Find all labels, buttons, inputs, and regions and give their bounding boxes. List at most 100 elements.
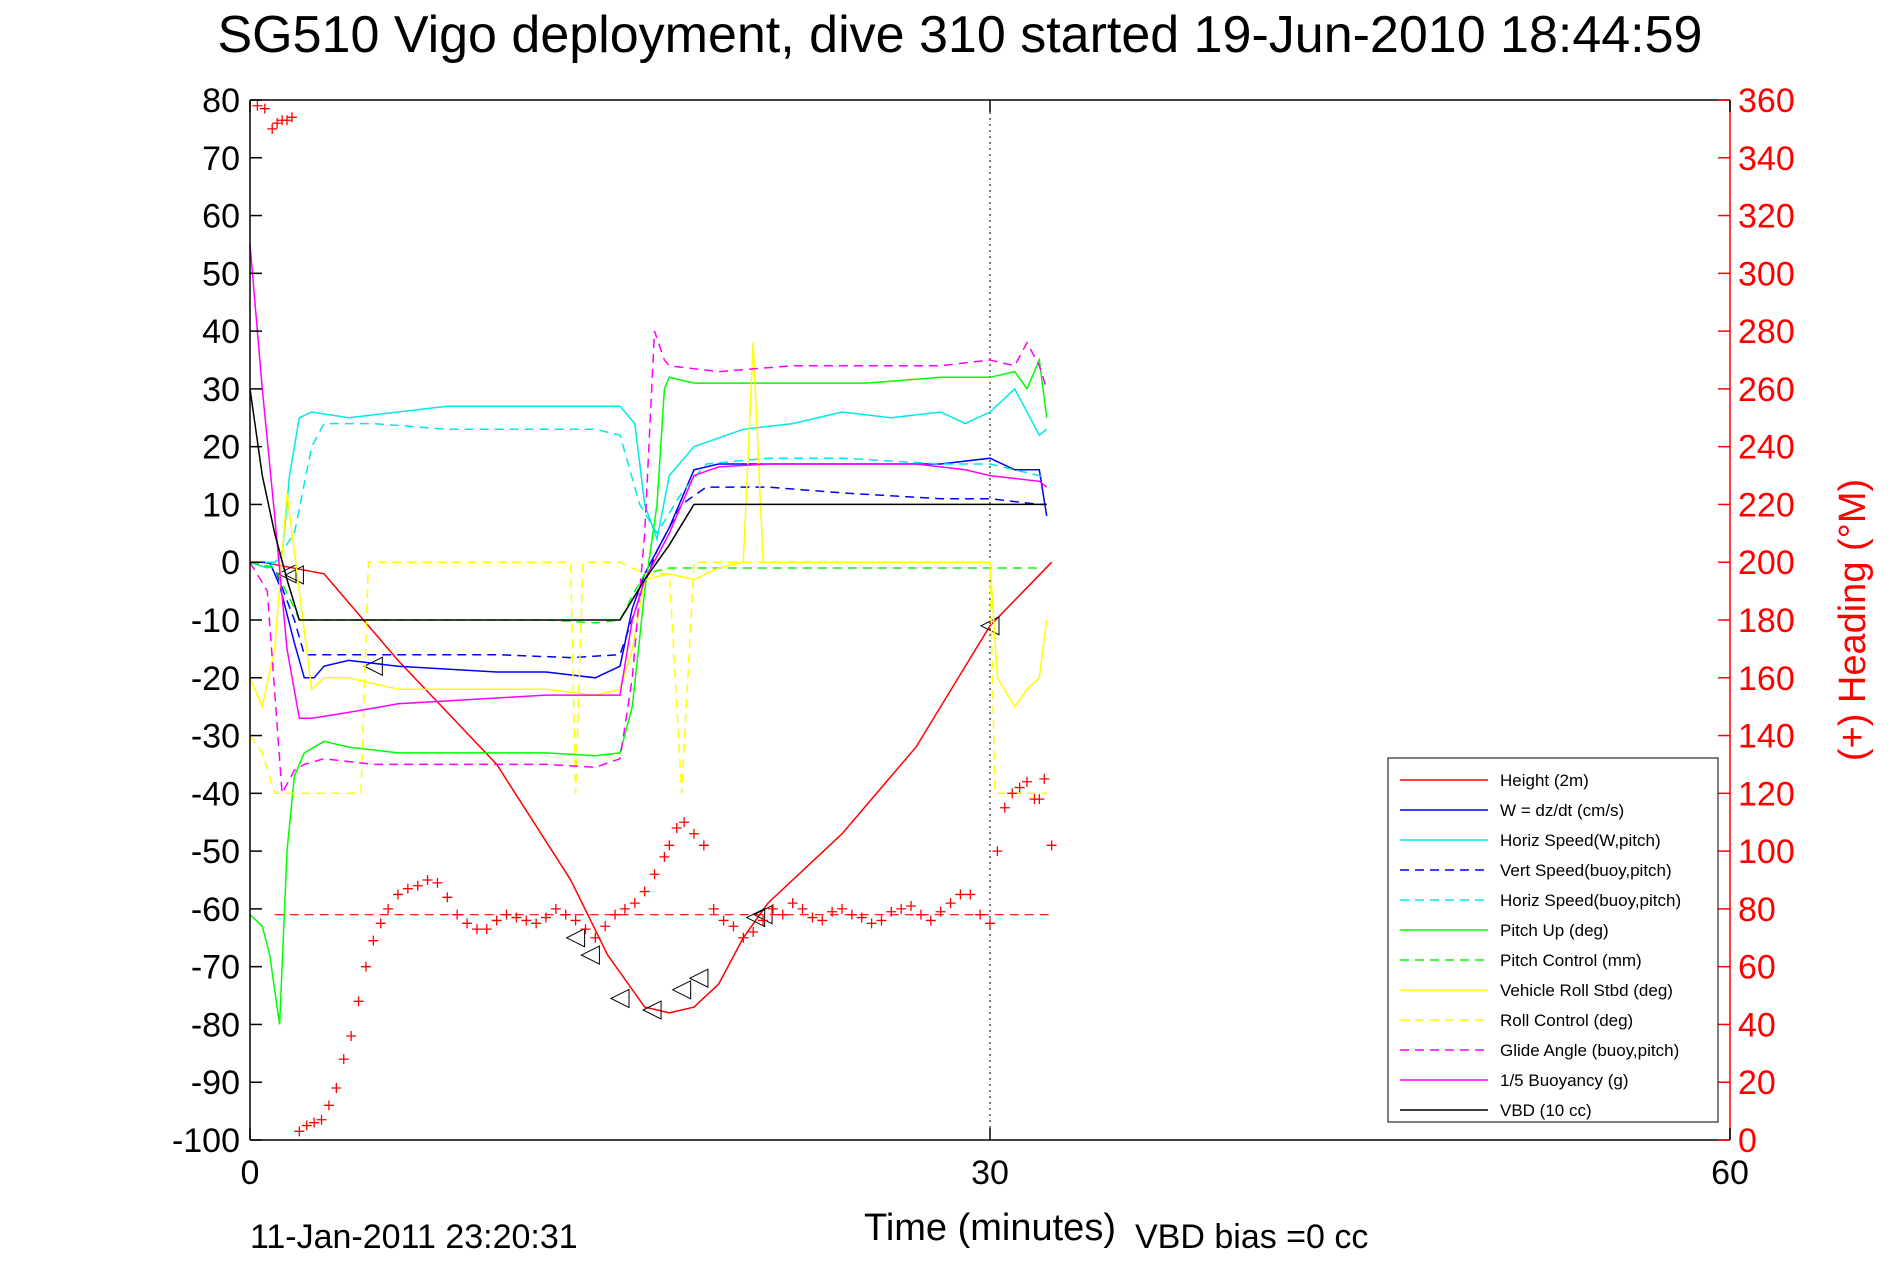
left-tick-label: 80 bbox=[202, 82, 240, 120]
height-triangle-marker bbox=[688, 968, 709, 989]
heading-point bbox=[521, 915, 532, 926]
series-line-0 bbox=[262, 561, 1053, 1014]
heading-layer bbox=[252, 100, 1057, 1137]
right-tick-label: 320 bbox=[1738, 198, 1795, 236]
right-tick-label: 80 bbox=[1738, 891, 1776, 929]
height-triangle-marker bbox=[671, 979, 692, 1000]
heading-point bbox=[619, 903, 630, 914]
heading-point bbox=[550, 903, 561, 914]
left-tick-label: 50 bbox=[202, 255, 240, 293]
heading-point bbox=[511, 912, 522, 923]
heading-point bbox=[286, 112, 297, 123]
heading-point bbox=[259, 103, 270, 114]
left-tick-label: 10 bbox=[202, 486, 240, 524]
heading-point bbox=[331, 1083, 342, 1093]
legend-label-6: Pitch Control (mm) bbox=[1500, 951, 1642, 970]
left-tick-label: -80 bbox=[191, 1006, 240, 1044]
heading-point bbox=[368, 935, 379, 946]
heading-point bbox=[748, 927, 759, 937]
left-tick-label: 20 bbox=[202, 429, 240, 467]
left-tick-label: 60 bbox=[202, 198, 240, 236]
left-tick-label: -20 bbox=[191, 660, 240, 698]
heading-point bbox=[846, 909, 857, 920]
heading-point bbox=[767, 903, 778, 914]
left-tick-label: -90 bbox=[191, 1064, 240, 1102]
right-tick-label: 100 bbox=[1738, 833, 1795, 871]
heading-point bbox=[383, 903, 394, 914]
left-tick-label: -70 bbox=[191, 949, 240, 987]
heading-point bbox=[649, 869, 660, 880]
heading-point bbox=[866, 918, 877, 929]
heading-point bbox=[1022, 776, 1032, 787]
left-tick-label: -30 bbox=[191, 718, 240, 756]
heading-point bbox=[837, 903, 847, 914]
height-triangle-marker bbox=[979, 615, 1000, 636]
series-line-2 bbox=[249, 387, 1048, 569]
heading-point bbox=[689, 828, 699, 839]
heading-point bbox=[679, 817, 690, 828]
heading-point bbox=[1007, 788, 1018, 799]
heading-point bbox=[738, 932, 749, 943]
series-line-4 bbox=[250, 422, 1047, 563]
left-tick-label: -40 bbox=[191, 775, 240, 813]
heading-point bbox=[481, 924, 492, 935]
left-tick-label: 0 bbox=[221, 544, 240, 582]
right-tick-label: 260 bbox=[1738, 371, 1795, 409]
heading-point bbox=[471, 924, 482, 935]
heading-point bbox=[935, 906, 946, 917]
heading-point bbox=[1034, 794, 1045, 805]
heading-point bbox=[531, 918, 542, 929]
heading-point bbox=[906, 901, 917, 911]
legend-label-7: Vehicle Roll Stbd (deg) bbox=[1500, 981, 1673, 1000]
heading-point bbox=[915, 909, 926, 920]
legend-label-2: Horiz Speed(W,pitch) bbox=[1500, 831, 1661, 850]
heading-point bbox=[402, 883, 413, 894]
right-tick-label: 300 bbox=[1738, 255, 1795, 293]
legend-label-5: Pitch Up (deg) bbox=[1500, 921, 1609, 940]
heading-point bbox=[610, 909, 621, 920]
heading-point bbox=[252, 100, 263, 111]
series-line-10 bbox=[249, 244, 1048, 719]
right-tick-label: 340 bbox=[1738, 140, 1795, 178]
heading-point bbox=[787, 898, 798, 909]
heading-point bbox=[309, 1117, 320, 1128]
heading-point bbox=[360, 961, 371, 972]
heading-point bbox=[375, 918, 386, 929]
heading-point bbox=[827, 906, 838, 917]
chart-title: SG510 Vigo deployment, dive 310 started … bbox=[218, 6, 1703, 64]
legend-label-10: 1/5 Buoyancy (g) bbox=[1500, 1071, 1629, 1090]
right-tick-label: 40 bbox=[1738, 1006, 1776, 1044]
right-tick-label: 120 bbox=[1738, 775, 1795, 813]
heading-point bbox=[462, 918, 473, 929]
heading-point bbox=[1046, 840, 1057, 851]
heading-point bbox=[301, 1120, 312, 1131]
heading-point bbox=[629, 898, 640, 909]
heading-point bbox=[945, 898, 956, 909]
right-tick-label: 240 bbox=[1738, 429, 1795, 467]
bottom-tick-label: 30 bbox=[971, 1154, 1009, 1192]
heading-point bbox=[965, 889, 976, 900]
heading-point bbox=[267, 123, 278, 134]
left-tick-label: -50 bbox=[191, 833, 240, 871]
tick-layer: 80706050403020100-10-20-30-40-50-60-70-8… bbox=[172, 82, 1795, 1192]
height-triangle-marker bbox=[641, 1000, 662, 1020]
legend-label-9: Glide Angle (buoy,pitch) bbox=[1500, 1041, 1679, 1060]
heading-point bbox=[600, 921, 611, 932]
right-tick-label: 360 bbox=[1738, 82, 1795, 120]
left-tick-label: 40 bbox=[202, 313, 240, 351]
heading-point bbox=[1014, 782, 1025, 793]
heading-point bbox=[807, 912, 818, 923]
heading-point bbox=[671, 823, 682, 833]
height-triangle-marker bbox=[580, 945, 600, 965]
heading-point bbox=[876, 915, 887, 926]
heading-point bbox=[346, 1031, 357, 1041]
heading-point bbox=[925, 915, 936, 926]
left-tick-label: 30 bbox=[202, 371, 240, 409]
right-tick-label: 60 bbox=[1738, 949, 1776, 987]
heading-point bbox=[886, 906, 897, 917]
heading-point bbox=[896, 903, 907, 914]
right-tick-label: 220 bbox=[1738, 486, 1795, 524]
heading-point bbox=[338, 1054, 349, 1065]
heading-point bbox=[393, 889, 403, 900]
legend-label-4: Horiz Speed(buoy,pitch) bbox=[1500, 891, 1681, 910]
